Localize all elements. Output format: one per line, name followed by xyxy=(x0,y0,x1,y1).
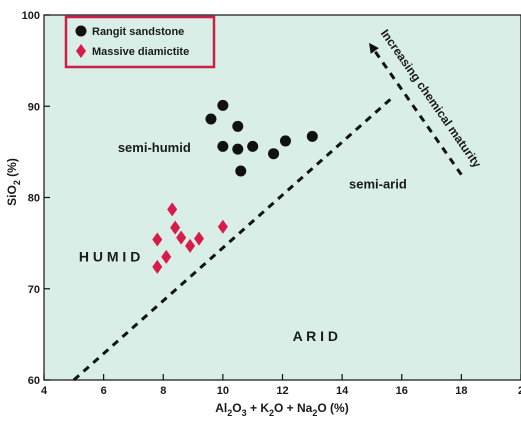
massive-diamictite-point xyxy=(161,249,172,264)
y-tick-label: 100 xyxy=(22,10,40,22)
y-tick-label: 60 xyxy=(28,375,40,387)
plot-area xyxy=(44,15,521,380)
rangit-sandstone-point xyxy=(205,113,217,125)
legend-box xyxy=(64,15,216,69)
humid-arid-boundary-line xyxy=(72,96,394,382)
x-tick-label: 18 xyxy=(455,385,467,397)
x-tick-label: 2 xyxy=(518,385,521,397)
rangit-sandstone-point xyxy=(247,140,259,152)
region-label-arid: A R I D xyxy=(293,328,338,344)
x-axis-label: Al2O3 + K2O + Na2O (%) xyxy=(215,401,348,418)
legend-diamond-icon xyxy=(76,44,86,58)
massive-diamictite-point xyxy=(185,238,196,253)
y-tick-label: 90 xyxy=(28,101,40,113)
rangit-sandstone-point xyxy=(268,148,280,160)
massive-diamictite-point xyxy=(217,219,228,234)
legend-label-massive-diamictite: Massive diamictite xyxy=(92,46,189,58)
plot-frame xyxy=(43,14,521,381)
rangit-sandstone-point xyxy=(279,135,291,147)
massive-diamictite-point xyxy=(167,202,178,217)
x-tick-label: 14 xyxy=(336,385,349,397)
x-tick-label: 6 xyxy=(101,385,107,397)
rangit-sandstone-point xyxy=(232,120,244,132)
region-label-semi-arid: semi-arid xyxy=(349,176,407,191)
y-axis-label: SiO2 (%) xyxy=(5,158,22,206)
rangit-sandstone-point xyxy=(217,140,229,152)
massive-diamictite-point xyxy=(194,231,205,246)
region-label-humid: H U M I D xyxy=(79,248,140,264)
rangit-sandstone-point xyxy=(217,99,229,111)
massive-diamictite-point xyxy=(152,232,163,247)
legend: Rangit sandstone Massive diamictite xyxy=(64,15,216,69)
y-tick-label: 70 xyxy=(28,284,40,296)
massive-diamictite-point xyxy=(152,259,163,274)
rangit-sandstone-point xyxy=(232,143,244,155)
massive-diamictite-point xyxy=(170,220,181,235)
y-tick-label: 80 xyxy=(28,193,40,205)
rangit-sandstone-point xyxy=(306,130,318,142)
legend-label-rangit-sandstone: Rangit sandstone xyxy=(92,26,184,38)
x-tick-label: 10 xyxy=(217,385,229,397)
x-tick-label: 4 xyxy=(41,385,48,397)
legend-circle-icon xyxy=(75,25,87,37)
region-label-semi-humid: semi-humid xyxy=(118,140,191,155)
rangit-sandstone-point xyxy=(235,165,247,177)
massive-diamictite-point xyxy=(176,230,187,245)
x-tick-label: 12 xyxy=(276,385,288,397)
x-tick-label: 8 xyxy=(160,385,166,397)
x-tick-label: 16 xyxy=(396,385,408,397)
